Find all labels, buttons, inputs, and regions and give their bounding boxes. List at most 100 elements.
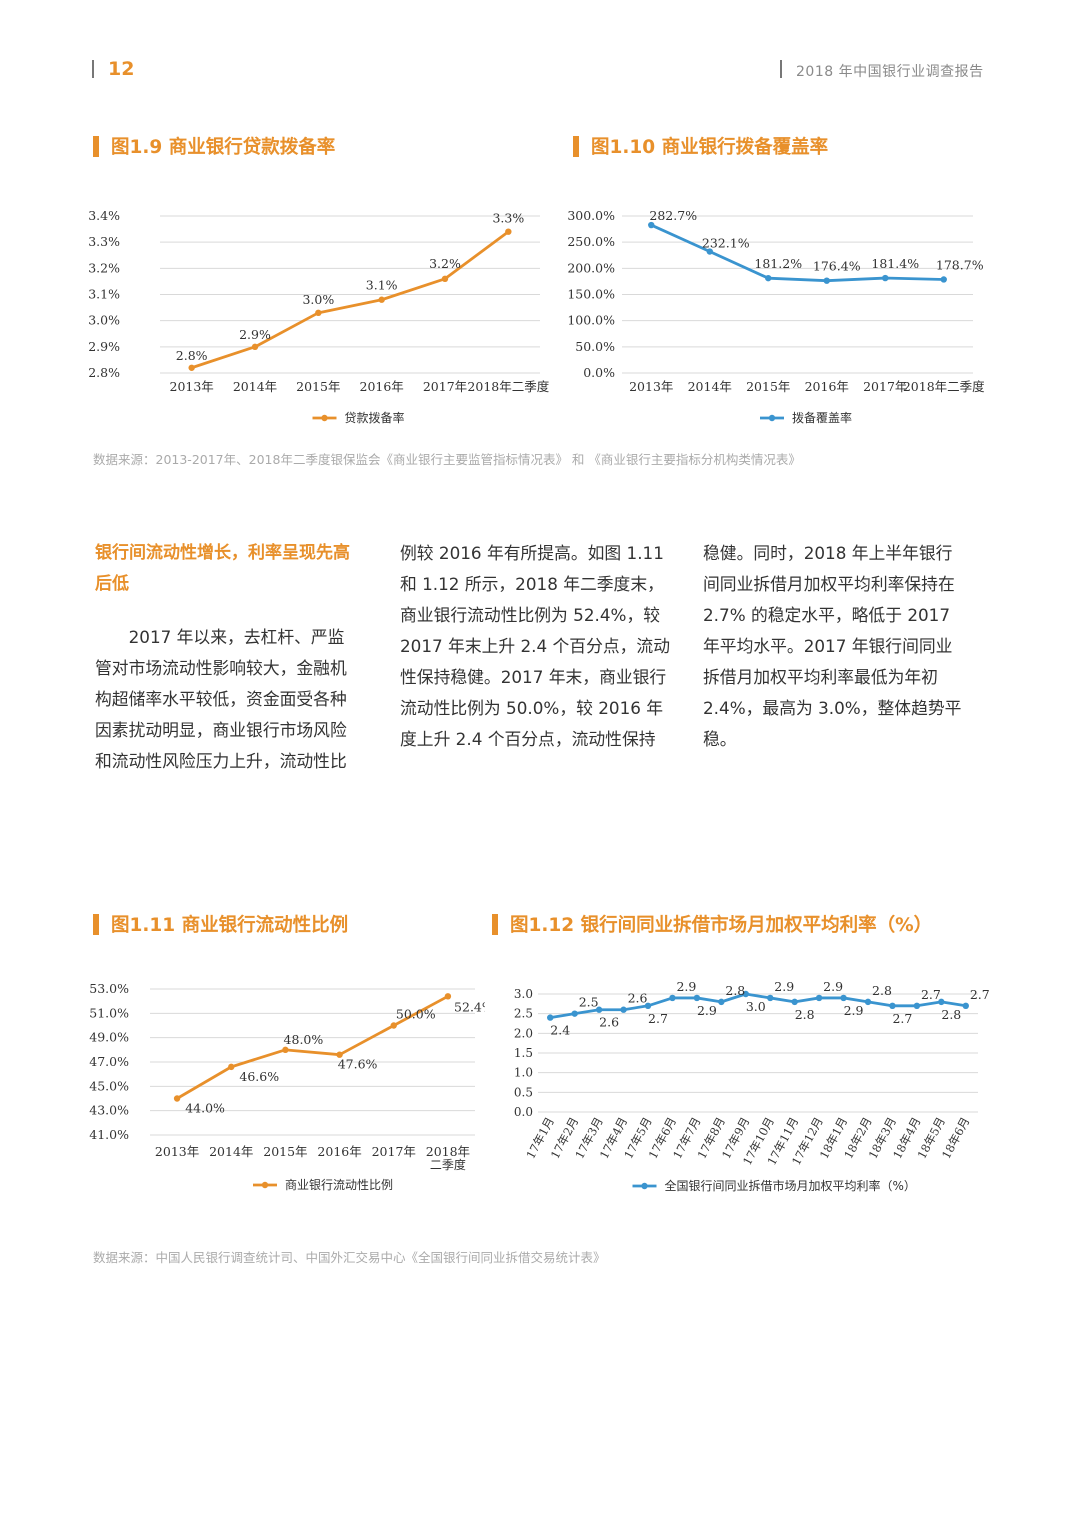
data-point <box>765 274 772 282</box>
y-tick-label: 47.0% <box>89 1054 129 1069</box>
data-label: 2.8 <box>941 1007 961 1022</box>
y-tick-label: 49.0% <box>89 1030 129 1045</box>
y-tick-label: 53.0% <box>89 981 129 996</box>
y-tick-label: 2.5 <box>514 1007 533 1021</box>
section-heading: 银行间流动性增长，利率呈现先高 后低 <box>95 538 375 600</box>
data-label: 2.5 <box>579 995 599 1010</box>
y-tick-label: 200.0% <box>567 260 615 275</box>
title-marker <box>93 913 99 935</box>
data-point <box>669 994 676 1002</box>
y-tick-label: 2.8% <box>88 365 120 380</box>
legend-marker <box>641 1182 648 1190</box>
text-column-3: 稳健。同时，2018 年上半年银行 间同业拆借月加权平均利率保持在 2.7% 的… <box>703 538 993 755</box>
text-line: 和流动性风险压力上升，流动性比 <box>95 751 347 771</box>
header-divider-right <box>780 60 782 78</box>
x-tick-label: 2014年 <box>233 379 277 394</box>
data-label: 3.0 <box>746 999 766 1014</box>
figure-title-text: 图1.10 商业银行拨备覆盖率 <box>591 137 829 158</box>
figure-title-f11: 图1.11 商业银行流动性比例 <box>93 911 348 937</box>
data-point <box>791 998 798 1006</box>
x-tick-label: 2015年 <box>263 1144 307 1159</box>
text-line: 构超储率水平较低，资金面受各种 <box>95 689 347 709</box>
y-tick-label: 0.0% <box>583 365 615 380</box>
data-point <box>336 1051 343 1058</box>
y-tick-label: 3.2% <box>88 260 120 275</box>
data-point <box>251 343 259 351</box>
data-label: 2.9 <box>823 980 843 994</box>
data-point <box>913 1002 921 1009</box>
x-tick-sublabel: 二季度 <box>430 1157 466 1172</box>
data-point <box>444 993 452 1000</box>
text-column-1: 银行间流动性增长，利率呈现先高 后低 2017 年以来，去杠杆、严监 管对市场流… <box>95 538 375 777</box>
data-point <box>378 296 385 303</box>
x-tick-label: 2017年 <box>863 379 907 394</box>
data-point <box>571 1010 578 1017</box>
data-label: 3.2% <box>429 256 461 271</box>
data-point <box>938 998 945 1006</box>
figure-title-text: 图1.12 银行间同业拆借市场月加权平均利率（%） <box>510 915 933 936</box>
data-label: 52.4% <box>454 999 485 1014</box>
figure-title-f12: 图1.12 银行间同业拆借市场月加权平均利率（%） <box>492 911 932 937</box>
x-tick-label: 2016年 <box>360 379 404 394</box>
data-label: 2.9% <box>239 327 271 342</box>
text-line: 2.4%，最高为 3.0%，整体趋势平稳。 <box>703 698 962 749</box>
chart-f10-provision-coverage-ratio: 300.0% 250.0% 200.0% 150.0% 100.0% 50.0% 0.0% 2… <box>567 208 985 425</box>
data-label: 3.3% <box>492 211 524 226</box>
text-line: 和 1.12 所示，2018 年二季度末， <box>400 574 664 594</box>
data-point <box>940 276 947 283</box>
x-tick-label: 2014年 <box>688 379 732 394</box>
x-tick-label: 2016年 <box>317 1144 361 1159</box>
title-marker <box>93 135 99 157</box>
data-point <box>840 994 847 1002</box>
data-label: 2.7 <box>892 1011 912 1026</box>
data-source-bottom: 数据来源：中国人民银行调查统计司、中国外汇交易中心《全国银行间同业拆借交易统计表… <box>93 1250 606 1265</box>
y-tick-label: 1.5 <box>514 1046 533 1060</box>
data-point <box>864 998 872 1006</box>
title-marker <box>492 913 498 935</box>
data-label: 178.7% <box>936 257 984 272</box>
x-tick-label: 2013年 <box>170 379 214 394</box>
data-source-top: 数据来源：2013-2017年、2018年二季度银保监会《商业银行主要监管指标情… <box>93 452 801 467</box>
series-line <box>549 992 967 1019</box>
data-point <box>644 1002 652 1009</box>
x-tick-label: 2014年 <box>209 1144 253 1159</box>
data-label: 3.0% <box>302 292 334 307</box>
data-point <box>188 364 195 371</box>
series-line <box>176 995 449 1100</box>
figure-title-f10: 图1.10 商业银行拨备覆盖率 <box>573 133 828 159</box>
data-label: 48.0% <box>284 1032 324 1047</box>
data-point <box>648 221 655 229</box>
x-tick-label: 2013年 <box>629 379 673 394</box>
text-line: 间同业拆借月加权平均利率保持在 <box>703 574 955 594</box>
data-label: 2.7 <box>648 1011 668 1026</box>
data-label: 282.7% <box>649 208 697 223</box>
legend-label: 拨备覆盖率 <box>792 410 852 425</box>
y-tick-label: 50.0% <box>575 339 615 354</box>
x-tick-label: 2013年 <box>155 1144 199 1159</box>
text-line: 度上升 2.4 个百分点，流动性保持 <box>400 729 656 749</box>
y-tick-label: 3.3% <box>88 234 120 249</box>
x-tick-label: 2015年 <box>296 379 340 394</box>
y-tick-label: 2.0 <box>514 1026 533 1040</box>
text-line: 2.7% 的稳定水平，略低于 2017 <box>703 605 951 625</box>
data-label: 2.7 <box>970 987 990 1002</box>
data-point <box>718 998 725 1006</box>
y-tick-label: 3.4% <box>88 208 120 223</box>
text-line: 性保持稳健。2017 年末，商业银行 <box>400 667 667 687</box>
legend-label: 贷款拨备率 <box>345 410 405 425</box>
y-tick-label: 43.0% <box>89 1103 129 1118</box>
x-tick-label: 2018年二季度 <box>467 379 549 394</box>
data-point <box>767 994 774 1002</box>
y-tick-label: 41.0% <box>89 1127 129 1142</box>
data-label: 2.8% <box>176 348 208 363</box>
text-line: 2017 年以来，去杠杆、严监 <box>128 627 345 647</box>
header-divider-left <box>92 60 94 78</box>
data-point <box>962 1002 969 1009</box>
data-point <box>889 1002 896 1009</box>
section-heading-line-1: 银行间流动性增长，利率呈现先高 <box>95 543 350 563</box>
data-point <box>595 1006 603 1013</box>
data-label: 2.7 <box>921 987 941 1002</box>
data-point <box>390 1022 397 1029</box>
data-label: 181.2% <box>754 256 802 271</box>
data-label: 50.0% <box>396 1007 436 1022</box>
